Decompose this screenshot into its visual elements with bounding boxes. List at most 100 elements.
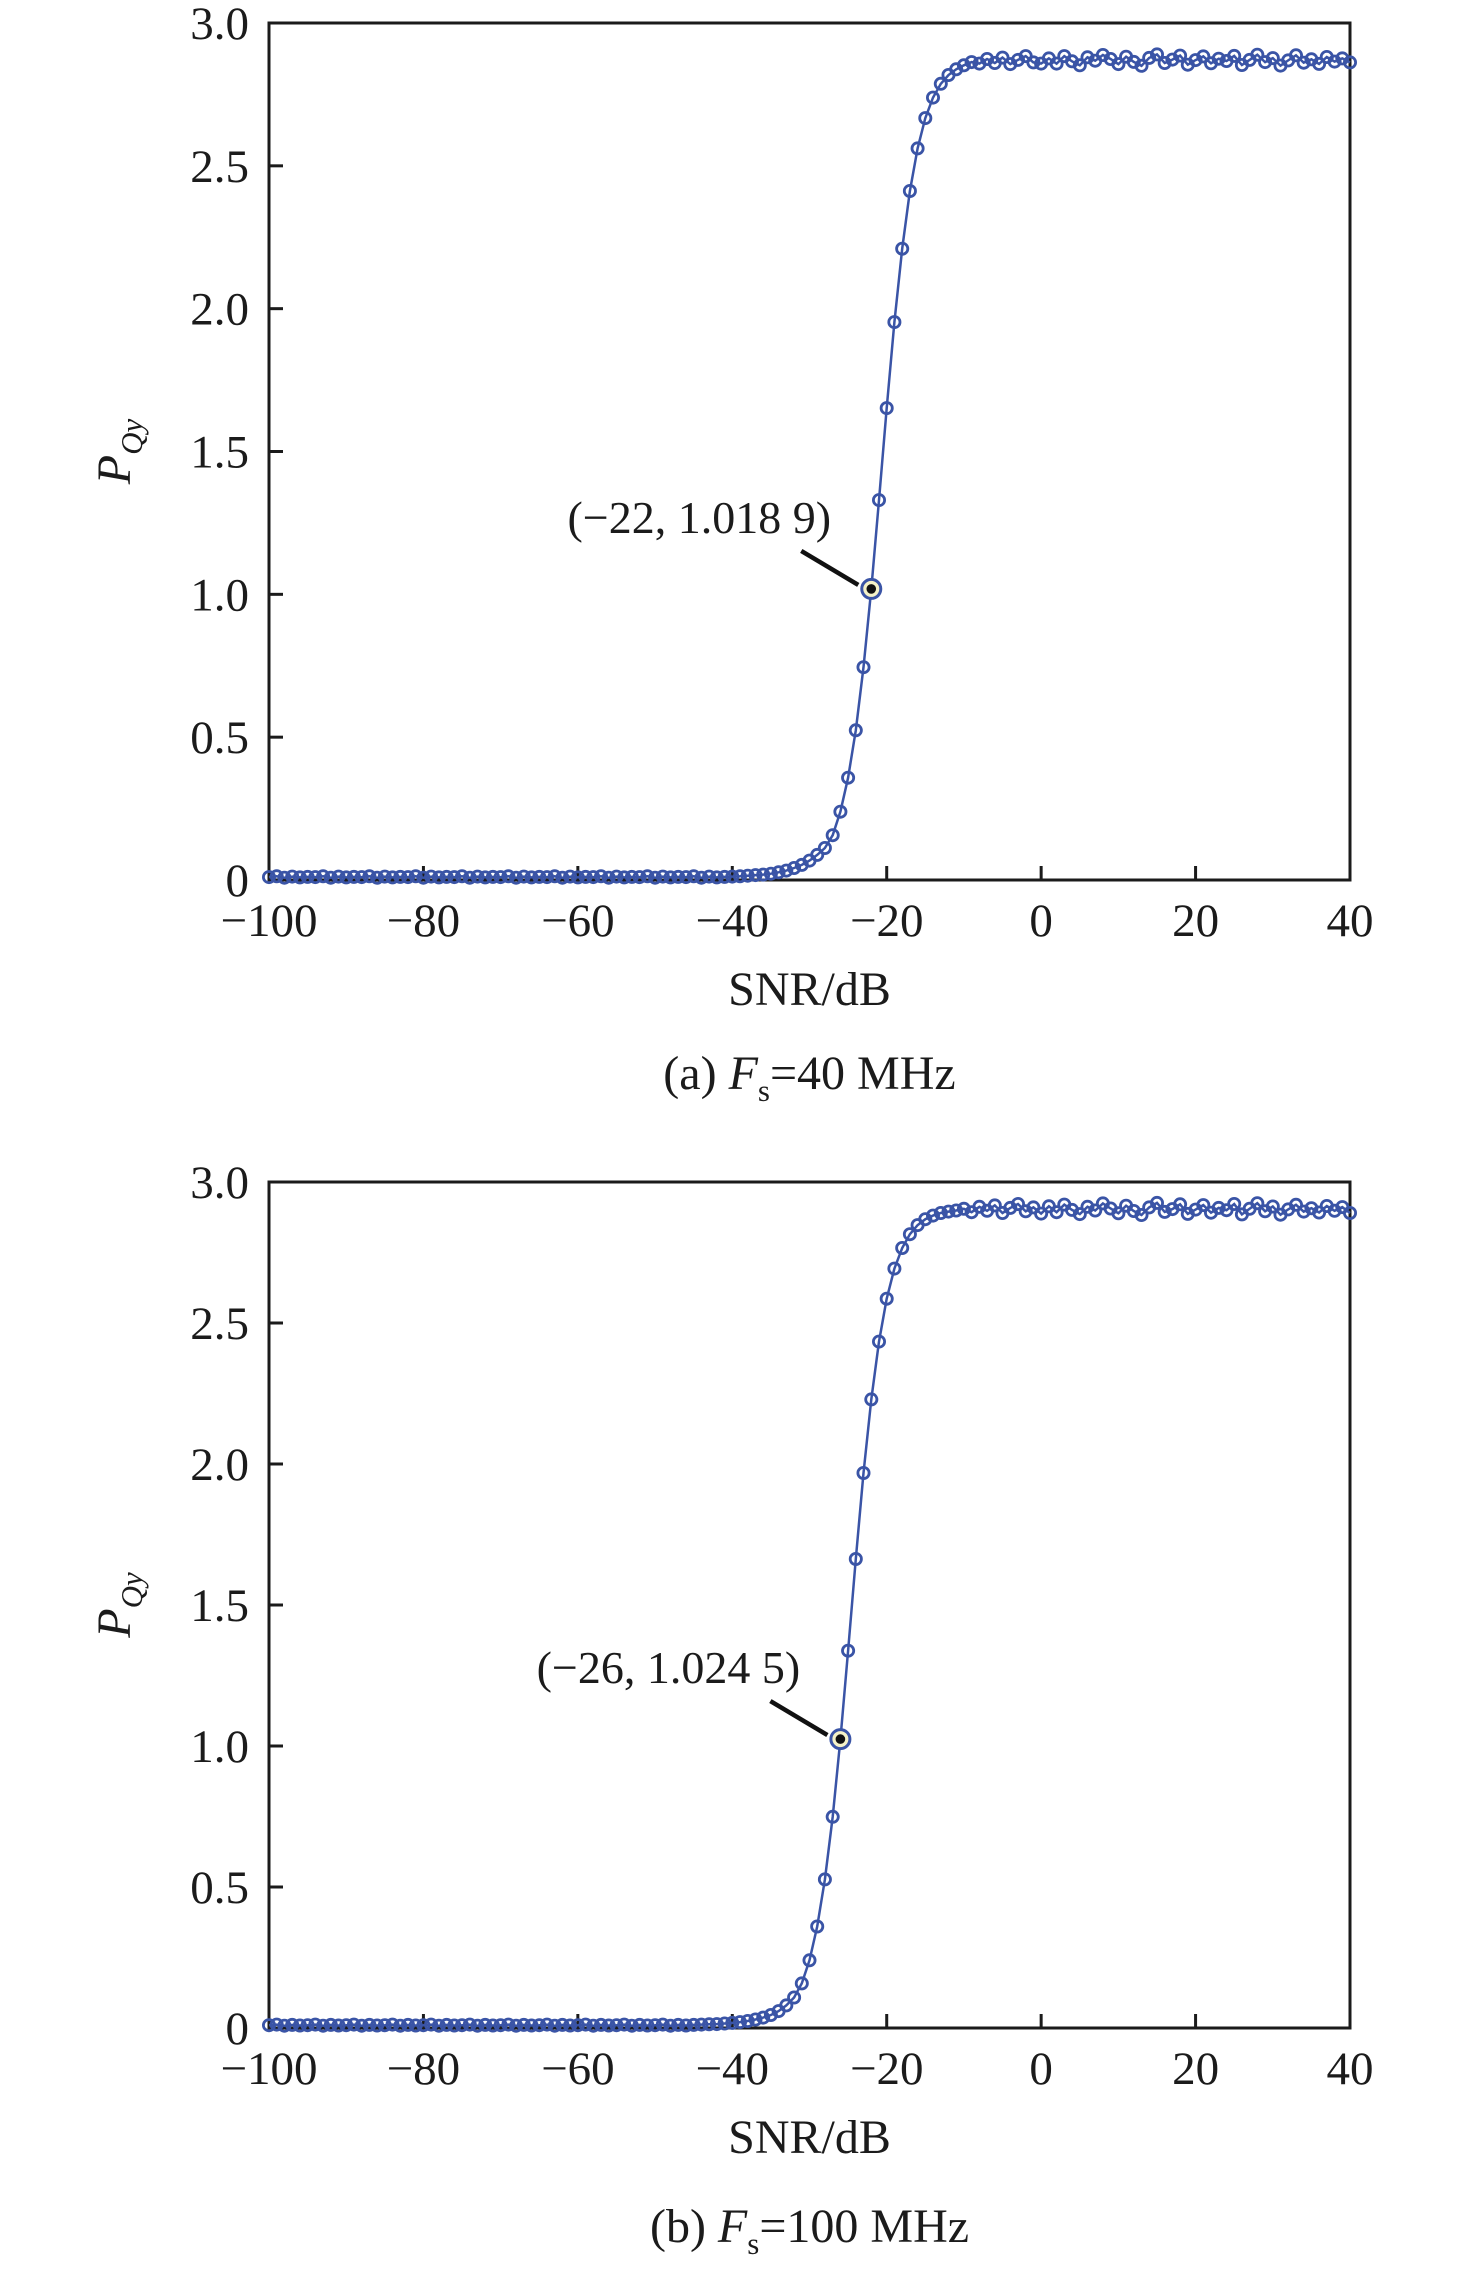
data-point-marker [308,2017,323,2032]
data-point-marker [516,2017,531,2032]
data-point-marker [555,870,570,885]
data-point-marker [594,869,609,884]
x-tick-label: 0 [1029,2043,1053,2095]
annotation-point-dot [866,584,877,594]
data-point-marker [787,1990,802,2005]
data-point-marker [493,870,508,885]
data-point-marker [817,841,832,856]
caption-b-prefix: (b) [649,2200,718,2253]
chart-panel-a: −100 −80 −60 −40 −20 0 20 40 0 0.5 1.0 1.5 2.0 2.5 3.0… [88,0,1374,1016]
y-tick-label: 1.5 [190,427,249,479]
data-point-marker [926,90,941,105]
data-point-marker [1343,55,1358,70]
data-point-marker [1289,1197,1304,1212]
data-point-marker [648,2018,663,2033]
x-tick-label: −80 [387,2043,461,2095]
data-point-marker [431,2018,446,2033]
plot-box-b [267,1180,1352,2030]
data-point-marker [292,2018,307,2033]
data-point-marker [1072,58,1087,73]
data-point-marker [524,870,539,885]
data-point-marker [346,2017,361,2032]
data-point-marker [609,869,624,884]
chart-panel-b: −100 −80 −60 −40 −20 0 20 40 0 0.5 1.0 1.5 2.0 2.5 3.0… [88,1157,1374,2164]
data-point-marker [485,2018,500,2033]
y-tick-label: 1.5 [190,1580,249,1632]
caption-b: (b) Fs=100 MHz [269,2199,1350,2259]
data-point-marker [601,2018,616,2033]
annotation-label-b: (−26, 1.024 5) [537,1642,801,1693]
data-point-marker [679,870,694,885]
data-point-marker [393,2018,408,2033]
data-point-marker [825,828,840,843]
data-point-marker [331,2018,346,2033]
data-point-marker [331,869,346,884]
data-point-marker [655,2017,670,2032]
data-point-marker [478,870,493,885]
y-axis-label-b: PQy [88,1572,149,1639]
data-point-marker [408,869,423,884]
data-point-marker [601,870,616,885]
data-point-marker [362,2017,377,2032]
data-point-marker [447,2018,462,2033]
data-point-marker [447,870,462,885]
data-point-marker [725,869,740,884]
data-point-marker [624,869,639,884]
data-point-marker [578,2017,593,2032]
data-point-marker [416,2018,431,2033]
data-point-marker [1196,49,1211,64]
data-point-marker [1049,1205,1064,1220]
y-axis-label-a: PQy [88,419,149,486]
data-point-marker [470,2018,485,2033]
data-point-marker [1173,1197,1188,1212]
caption-a-suffix: =40 MHz [769,1047,956,1100]
data-point-marker [733,2015,748,2030]
data-point-marker [1196,1198,1211,1213]
data-point-marker [833,804,848,819]
data-point-marker [547,2018,562,2033]
data-point-marker [709,870,724,885]
annotation-leader-line [800,549,860,587]
data-point-marker [879,1291,894,1306]
data-point-marker [285,2017,300,2032]
data-point-marker [261,2018,276,2033]
x-axis-label-b: SNR/dB [728,2111,891,2164]
data-point-marker [485,869,500,884]
data-point-marker [841,770,856,785]
data-point-marker [563,869,578,884]
data-point-marker [679,2018,694,2033]
data-point-marker [586,870,601,885]
data-point-marker [895,241,910,256]
data-point-marker [1250,47,1265,62]
caption-b-subscript: s [747,2226,760,2261]
data-point-marker [362,869,377,884]
data-point-marker [663,2018,678,2033]
data-point-marker [555,2017,570,2032]
caption-a-prefix: (a) [663,1047,729,1100]
data-point-marker [702,2017,717,2032]
data-line-b [268,1201,1351,2027]
data-point-marker [779,863,794,878]
data-point-marker [748,868,763,883]
data-point-marker [702,869,717,884]
data-point-marker [1150,47,1165,62]
data-point-marker [285,869,300,884]
data-point-marker [540,2017,555,2032]
data-point-marker [1227,1197,1242,1212]
data-point-marker [316,869,331,884]
y-tick-label: 0.5 [190,712,249,764]
data-point-marker [547,869,562,884]
x-tick-label: 40 [1327,895,1374,947]
data-point-marker [323,2017,338,2032]
data-point-marker [671,2017,686,2032]
data-point-marker [509,870,524,885]
data-point-marker [856,1466,871,1481]
data-point-marker [879,401,894,416]
y-tick-label: 2.5 [190,1298,249,1350]
data-point-marker [1088,1203,1103,1218]
data-point-marker [648,870,663,885]
data-point-marker [385,870,400,885]
data-point-marker [1080,50,1095,65]
data-point-marker [1011,1197,1026,1212]
data-point-marker [609,2018,624,2033]
